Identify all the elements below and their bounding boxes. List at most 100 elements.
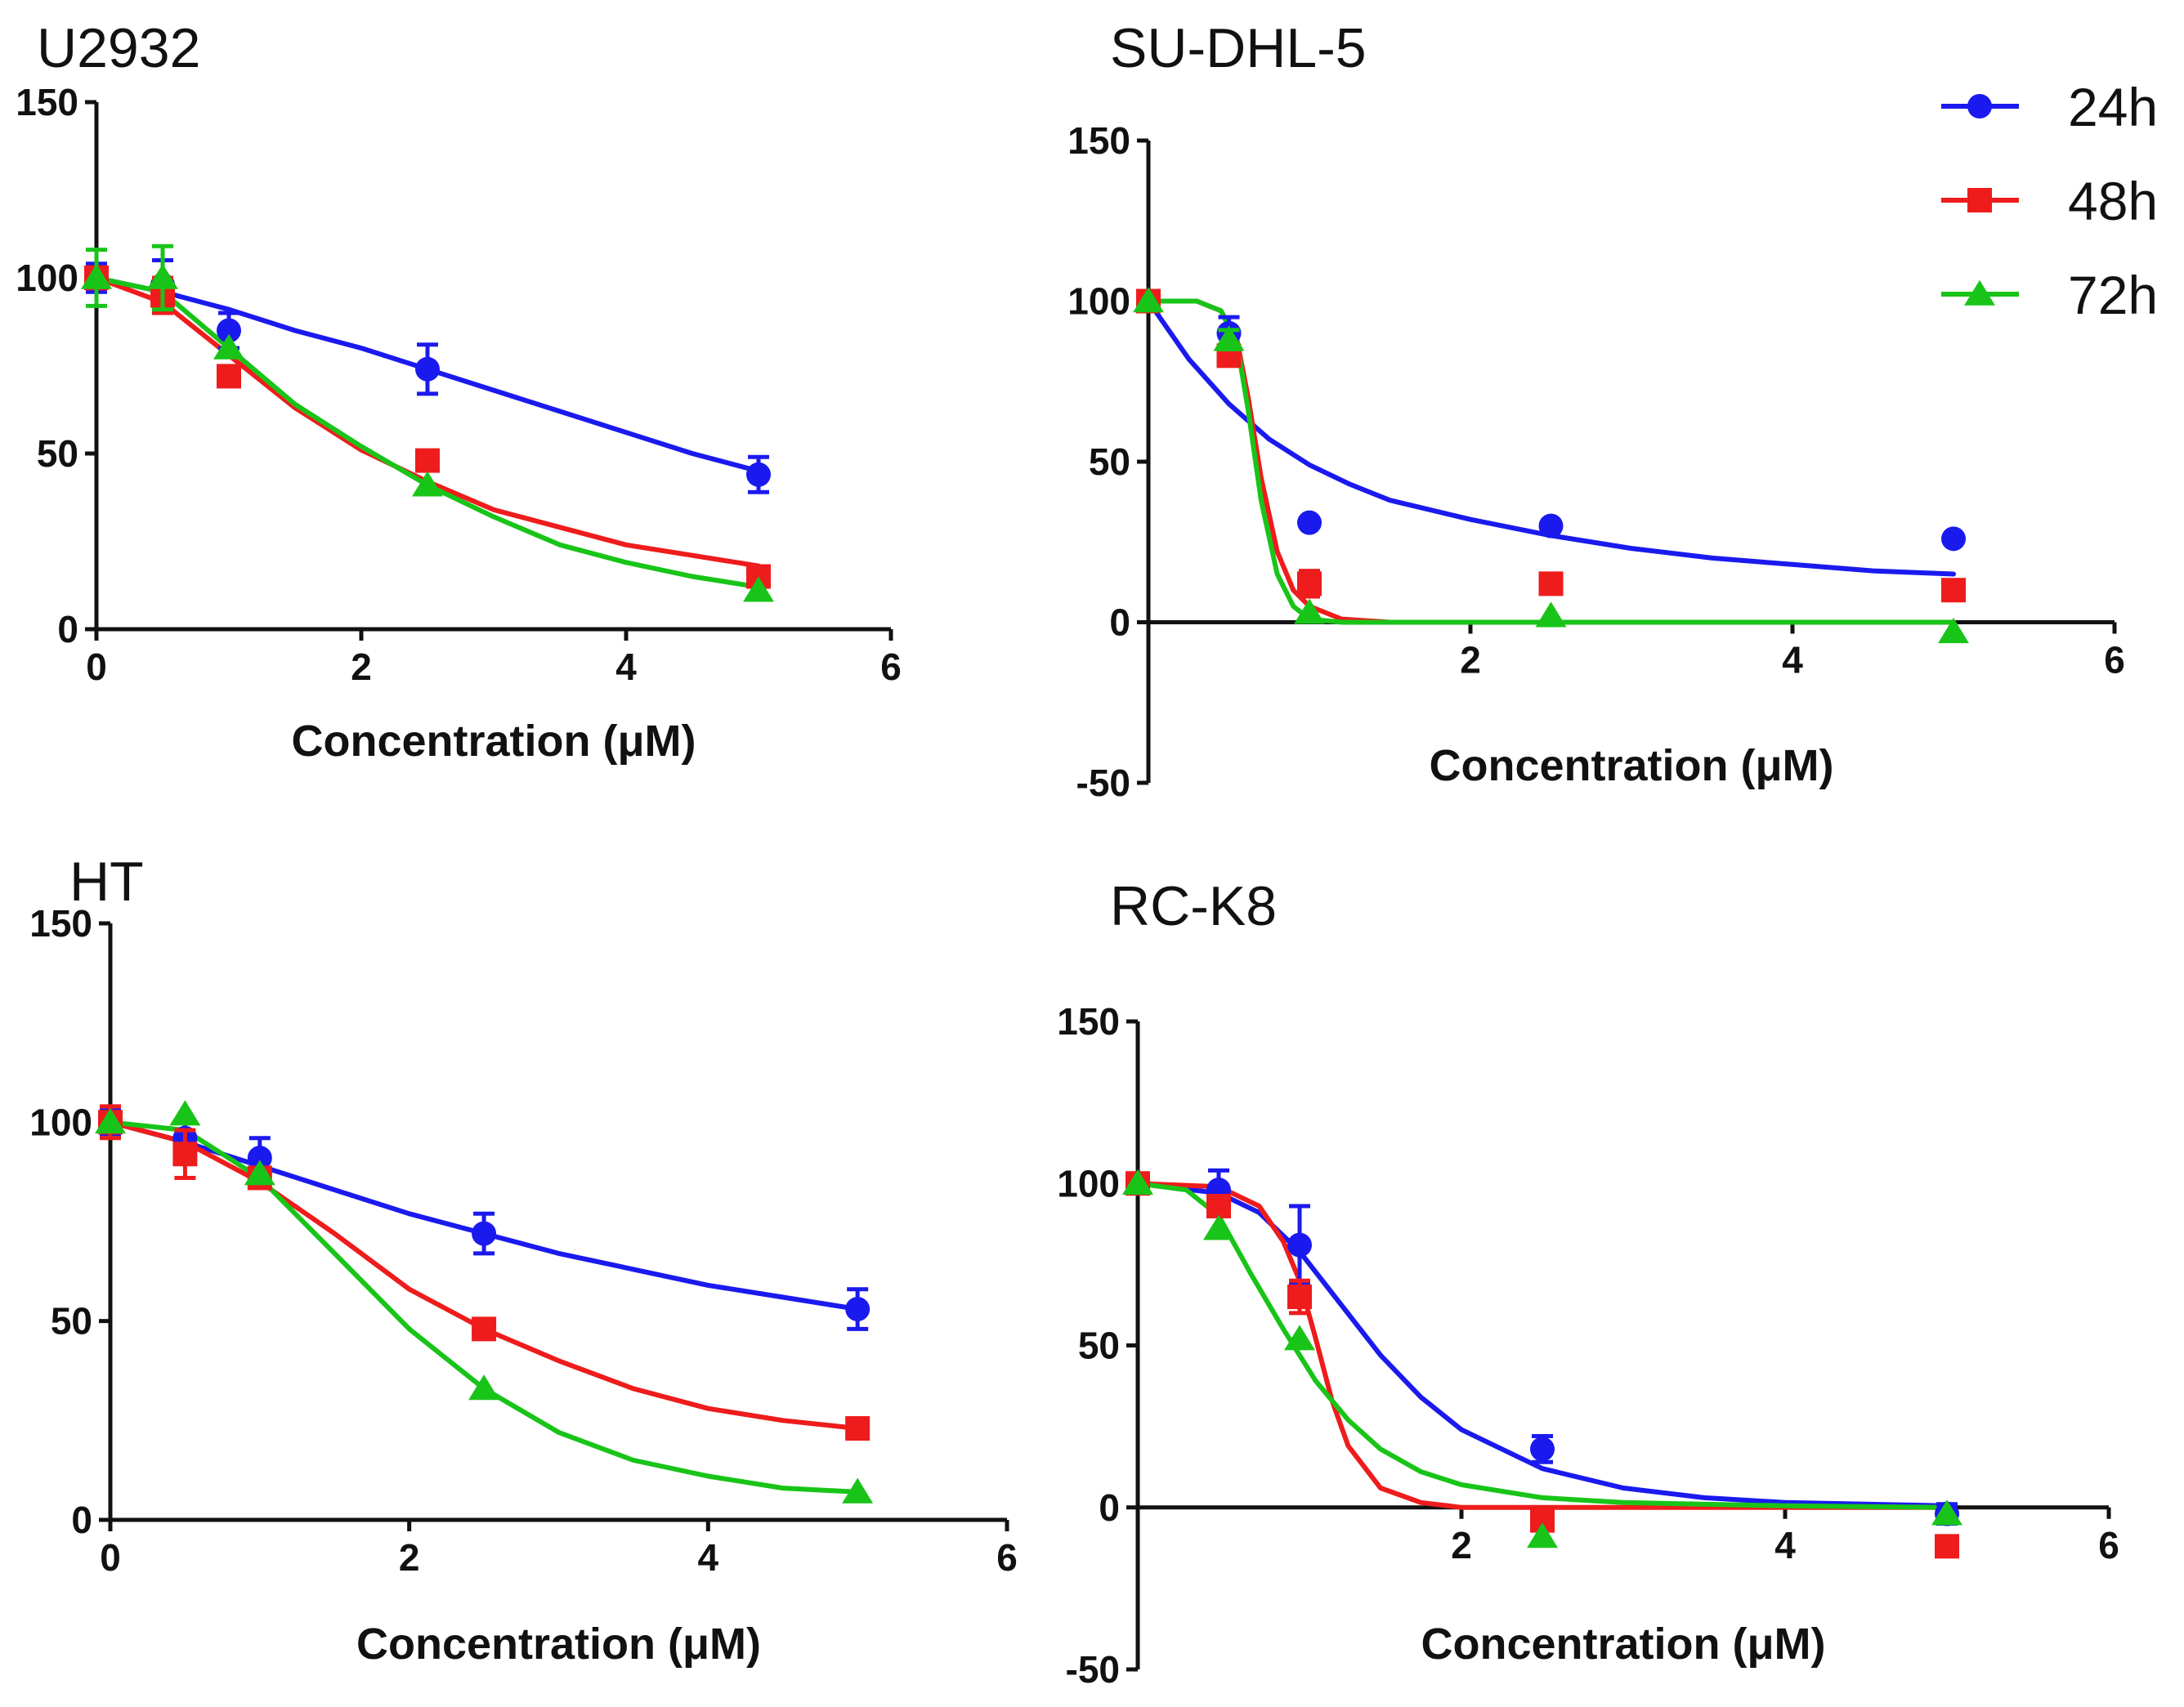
data-point-72h: [468, 1374, 500, 1401]
y-tick-label: 50: [1089, 440, 1130, 483]
x-tick-label: 6: [2104, 639, 2125, 681]
data-point-72h: [1213, 325, 1245, 351]
chart-panel-u2932: U2932 0 50 100 150 0 2 4 6 Concentration (μM): [16, 17, 902, 766]
data-point-48h: [1538, 571, 1564, 597]
data-point-48h: [472, 1316, 497, 1342]
chart-panel-rck8: RC-K8 -50 0 50 100 150 2 4 6 Concentration (μM): [1057, 875, 2119, 1691]
data-point-24h: [1530, 1437, 1555, 1462]
chart-panel-sudhl5: SU-DHL-5 -50 0 50 100 150 2 4 6 Concentration (μM…: [1067, 17, 2125, 804]
data-point-72h: [1938, 618, 1969, 644]
data-point-24h: [472, 1221, 497, 1246]
series-48h: [1135, 1181, 1949, 1510]
chart-panel-ht: HT 0 50 100 150 0 2 4 6 Concentration (μM): [29, 851, 1018, 1669]
data-point-72h: [1203, 1214, 1234, 1240]
data-point-24h: [1297, 510, 1322, 535]
legend-marker-24h: [1967, 94, 1992, 118]
y-tick-label: 150: [29, 902, 92, 945]
legend-entry-48h: 48h: [1941, 171, 2158, 231]
data-point-72h: [412, 471, 443, 497]
x-tick-label: 2: [1460, 639, 1481, 681]
data-point-72h: [244, 1160, 275, 1186]
points-72h: [1133, 287, 1969, 644]
series-24h: [1135, 1181, 1949, 1508]
data-point-48h: [845, 1416, 870, 1441]
data-point-72h: [95, 1108, 126, 1134]
data-point-24h: [746, 462, 771, 487]
data-point-24h: [1941, 526, 1966, 552]
x-tick-label: 6: [996, 1536, 1018, 1579]
series-24h: [1146, 298, 1956, 577]
y-tick-label: 0: [1099, 1486, 1120, 1529]
data-point-24h: [845, 1297, 870, 1322]
legend-entry-24h: 24h: [1941, 77, 2158, 137]
data-point-48h: [1206, 1194, 1231, 1219]
x-tick-label: 4: [1782, 639, 1803, 681]
x-tick-label: 2: [351, 646, 372, 688]
y-tick-label: 100: [1067, 280, 1130, 323]
data-point-72h: [213, 333, 244, 360]
fit-curve-72h: [94, 275, 761, 590]
points-24h: [98, 1108, 870, 1331]
legend-entry-72h: 72h: [1941, 265, 2158, 325]
data-point-72h: [1122, 1169, 1153, 1195]
points-72h: [95, 1100, 874, 1504]
data-point-72h: [1294, 598, 1325, 624]
points-24h: [1136, 288, 1966, 552]
legend-label: 24h: [2068, 77, 2158, 137]
x-tick-label: 6: [2098, 1524, 2119, 1566]
data-point-72h: [1535, 601, 1567, 628]
legend-label: 72h: [2068, 265, 2158, 325]
x-axis-label: Concentration (μM): [292, 717, 696, 766]
data-point-48h: [1941, 578, 1966, 603]
fit-curve-72h: [108, 1119, 861, 1495]
panel-title: U2932: [37, 17, 200, 79]
data-point-72h: [147, 263, 178, 289]
x-tick-label: 6: [880, 646, 902, 688]
data-point-72h: [1931, 1499, 1962, 1526]
panel-title: RC-K8: [1110, 875, 1277, 937]
y-tick-label: -50: [1076, 762, 1130, 804]
data-point-72h: [842, 1477, 874, 1504]
legend: 24h 48h 72h: [1941, 77, 2158, 325]
y-tick-label: -50: [1066, 1648, 1120, 1691]
data-point-24h: [1287, 1232, 1312, 1258]
series-72h: [108, 1119, 861, 1495]
panel-title: SU-DHL-5: [1110, 17, 1367, 79]
points-72h: [81, 244, 774, 602]
points-72h: [1122, 1169, 1962, 1548]
data-point-24h: [247, 1146, 272, 1171]
points-24h: [1126, 1168, 1959, 1526]
data-point-24h: [1538, 513, 1564, 538]
data-point-72h: [1284, 1325, 1315, 1351]
y-tick-label: 0: [71, 1499, 92, 1541]
y-tick-label: 50: [51, 1300, 92, 1343]
y-tick-label: 100: [1057, 1162, 1120, 1204]
data-point-72h: [1133, 287, 1164, 313]
x-tick-label: 2: [399, 1536, 420, 1579]
data-point-72h: [743, 576, 774, 602]
y-tick-label: 100: [29, 1101, 92, 1143]
x-tick-label: 0: [100, 1536, 121, 1579]
y-tick-label: 0: [57, 608, 78, 650]
data-point-48h: [1287, 1285, 1312, 1310]
x-tick-label: 4: [615, 646, 637, 688]
y-tick-label: 50: [1078, 1325, 1120, 1367]
y-tick-label: 150: [1067, 119, 1130, 162]
y-tick-label: 150: [1057, 1000, 1120, 1043]
x-axis-label: Concentration (μM): [356, 1620, 761, 1669]
panel-title: HT: [69, 851, 144, 913]
x-axis-label: Concentration (μM): [1421, 1620, 1826, 1669]
legend-marker-48h: [1967, 188, 1992, 212]
data-point-72h: [81, 263, 112, 289]
x-tick-label: 4: [698, 1536, 719, 1579]
data-point-48h: [172, 1142, 198, 1167]
data-point-48h: [415, 448, 440, 473]
legend-marker-72h: [1964, 279, 1995, 306]
data-point-48h: [217, 364, 241, 389]
data-point-24h: [415, 356, 440, 382]
data-point-48h: [1297, 571, 1322, 597]
y-tick-label: 50: [37, 432, 78, 475]
x-tick-label: 0: [86, 646, 107, 688]
fit-curve-24h: [1146, 298, 1956, 577]
